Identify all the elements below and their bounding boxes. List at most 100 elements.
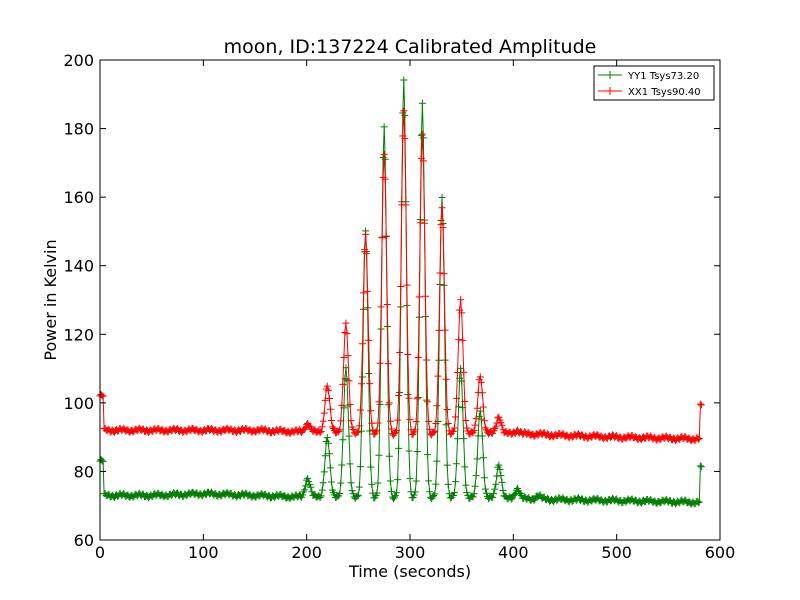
data-point bbox=[459, 336, 467, 344]
data-point bbox=[383, 300, 391, 308]
data-point bbox=[393, 426, 401, 434]
data-point bbox=[392, 428, 400, 436]
data-point bbox=[413, 395, 421, 403]
y-tick-label: 120 bbox=[63, 325, 94, 344]
data-point bbox=[325, 394, 333, 402]
data-point bbox=[319, 479, 327, 487]
data-point bbox=[358, 373, 366, 381]
data-point bbox=[404, 350, 412, 358]
data-point bbox=[440, 270, 448, 278]
data-point bbox=[353, 492, 361, 500]
data-point bbox=[302, 482, 310, 490]
data-point bbox=[395, 444, 403, 452]
data-point bbox=[412, 477, 420, 485]
data-point bbox=[386, 477, 394, 485]
data-point bbox=[380, 150, 388, 158]
data-point bbox=[499, 487, 507, 495]
data-point bbox=[530, 496, 538, 504]
data-point bbox=[373, 489, 381, 497]
x-axis-title: Time (seconds) bbox=[348, 562, 471, 581]
data-point bbox=[426, 425, 434, 433]
x-tick-label: 0 bbox=[95, 543, 105, 562]
data-point bbox=[377, 303, 385, 311]
data-point bbox=[470, 427, 478, 435]
data-point bbox=[355, 483, 363, 491]
data-point bbox=[321, 452, 329, 460]
series-1 bbox=[96, 107, 705, 445]
data-point bbox=[425, 477, 433, 485]
data-point bbox=[489, 493, 497, 501]
data-point bbox=[479, 403, 487, 411]
data-point bbox=[413, 447, 421, 455]
data-point bbox=[433, 402, 441, 410]
data-point bbox=[344, 352, 352, 360]
data-point bbox=[412, 418, 420, 426]
data-point bbox=[335, 428, 343, 436]
chart-title: moon, ID:137224 Calibrated Amplitude bbox=[224, 36, 597, 58]
data-point bbox=[492, 423, 500, 431]
data-point bbox=[347, 417, 355, 425]
data-point bbox=[301, 486, 309, 494]
data-point bbox=[491, 485, 499, 493]
data-point bbox=[450, 488, 458, 496]
y-axis: 60 80 100 120 140 160 180 200 bbox=[63, 51, 720, 550]
data-point bbox=[426, 488, 434, 496]
data-point bbox=[414, 394, 422, 402]
data-point bbox=[336, 426, 344, 434]
data-point bbox=[354, 491, 362, 499]
data-point bbox=[402, 201, 410, 209]
data-point bbox=[394, 416, 402, 424]
data-point bbox=[430, 428, 438, 436]
series-0 bbox=[96, 76, 705, 508]
data-point bbox=[442, 375, 450, 383]
data-point bbox=[321, 396, 329, 404]
data-point bbox=[400, 107, 408, 115]
data-point bbox=[473, 404, 481, 412]
data-point bbox=[435, 326, 443, 334]
data-point bbox=[424, 451, 432, 459]
data-point bbox=[329, 423, 336, 431]
data-point bbox=[324, 439, 332, 447]
data-point bbox=[358, 340, 366, 348]
data-point bbox=[453, 460, 460, 468]
data-point bbox=[403, 281, 411, 289]
data-point bbox=[401, 112, 409, 120]
data-point bbox=[387, 487, 395, 495]
data-point bbox=[697, 463, 705, 471]
data-point bbox=[396, 348, 404, 356]
data-point bbox=[479, 454, 487, 462]
y-tick-label: 60 bbox=[74, 531, 94, 550]
data-point bbox=[366, 380, 374, 388]
data-point bbox=[401, 135, 409, 143]
data-point bbox=[357, 380, 365, 388]
data-point bbox=[318, 486, 326, 494]
x-tick-label: 300 bbox=[395, 543, 426, 562]
data-point bbox=[450, 424, 458, 432]
data-point bbox=[471, 482, 479, 490]
data-point bbox=[395, 392, 403, 400]
data-point bbox=[472, 415, 480, 423]
data-point bbox=[346, 400, 354, 408]
data-point bbox=[378, 234, 386, 242]
y-tick-label: 140 bbox=[63, 257, 94, 276]
legend-box bbox=[593, 65, 715, 101]
y-tick-label: 80 bbox=[74, 462, 94, 481]
data-point bbox=[317, 492, 325, 500]
data-point bbox=[99, 457, 107, 465]
data-point bbox=[454, 435, 462, 443]
data-point bbox=[473, 455, 481, 463]
y-tick-label: 180 bbox=[63, 120, 94, 139]
data-point bbox=[372, 428, 380, 436]
data-point bbox=[480, 474, 488, 482]
data-point bbox=[345, 432, 353, 440]
data-point bbox=[317, 428, 325, 436]
data-point bbox=[363, 247, 371, 255]
data-point bbox=[349, 490, 357, 498]
data-point bbox=[386, 417, 394, 425]
data-point bbox=[439, 224, 447, 232]
data-point bbox=[480, 417, 488, 425]
data-point bbox=[396, 389, 404, 397]
data-point bbox=[355, 422, 363, 430]
data-point bbox=[337, 479, 345, 487]
data-point bbox=[463, 424, 471, 432]
